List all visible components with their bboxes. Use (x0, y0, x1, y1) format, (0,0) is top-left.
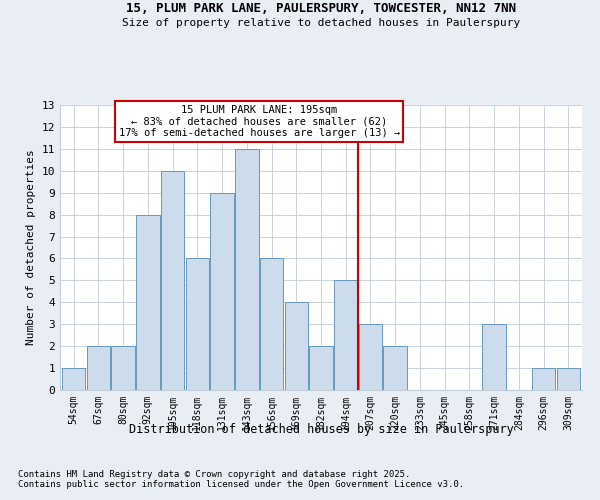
Bar (334, 280, 358, 390)
Bar (62, 368, 85, 390)
Text: Contains HM Land Registry data © Crown copyright and database right 2025.: Contains HM Land Registry data © Crown c… (18, 470, 410, 479)
Bar (235, 149, 259, 390)
Bar (260, 258, 283, 390)
Bar (284, 302, 308, 390)
Text: Distribution of detached houses by size in Paulerspury: Distribution of detached houses by size … (128, 422, 514, 436)
Bar (482, 324, 506, 390)
Bar (532, 368, 556, 390)
Text: 15 PLUM PARK LANE: 195sqm
← 83% of detached houses are smaller (62)
17% of semi-: 15 PLUM PARK LANE: 195sqm ← 83% of detac… (119, 105, 400, 138)
Text: Size of property relative to detached houses in Paulerspury: Size of property relative to detached ho… (122, 18, 520, 28)
Y-axis label: Number of detached properties: Number of detached properties (26, 150, 36, 346)
Bar (383, 346, 407, 390)
Bar (185, 258, 209, 390)
Bar (136, 214, 160, 390)
Text: Contains public sector information licensed under the Open Government Licence v3: Contains public sector information licen… (18, 480, 464, 489)
Bar (112, 346, 135, 390)
Bar (557, 368, 580, 390)
Bar (161, 171, 184, 390)
Bar (86, 346, 110, 390)
Bar (210, 192, 234, 390)
Bar (309, 346, 333, 390)
Text: 15, PLUM PARK LANE, PAULERSPURY, TOWCESTER, NN12 7NN: 15, PLUM PARK LANE, PAULERSPURY, TOWCEST… (126, 2, 516, 16)
Bar (359, 324, 382, 390)
